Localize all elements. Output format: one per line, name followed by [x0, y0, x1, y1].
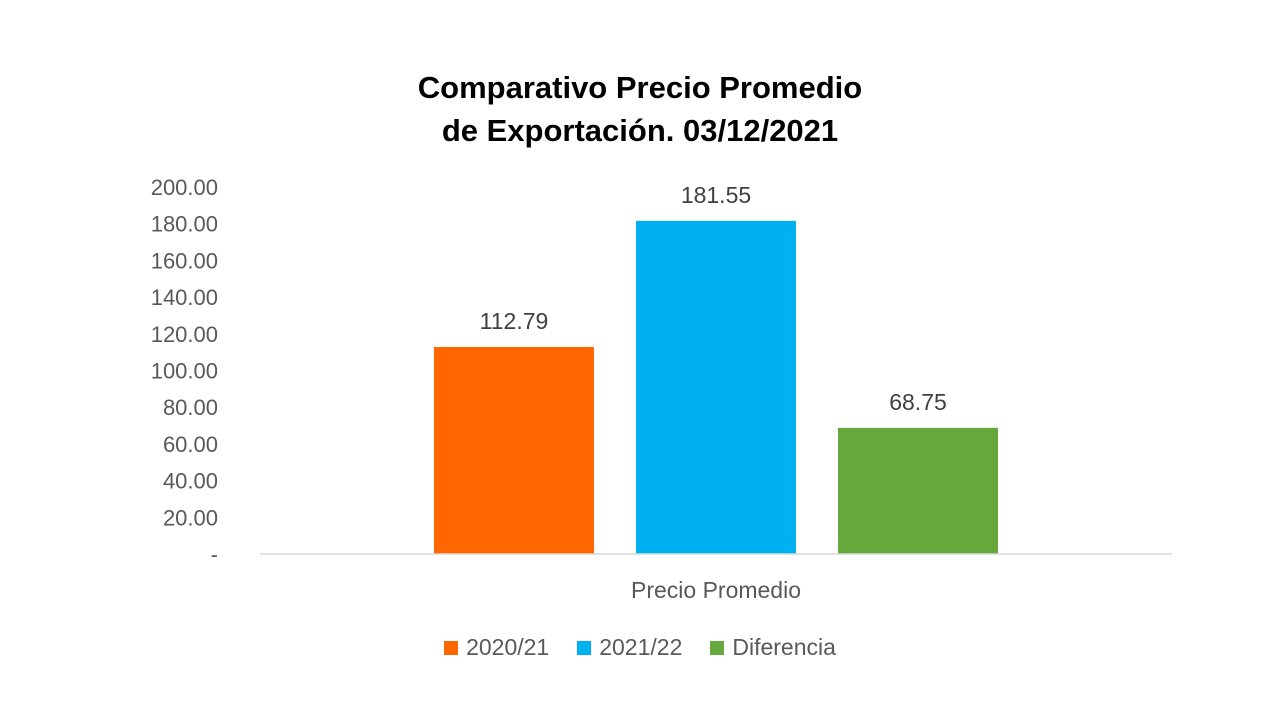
y-tick-label: 20.00	[163, 505, 218, 530]
chart-title-line-2: de Exportación. 03/12/2021	[441, 113, 839, 148]
y-tick-label: -	[211, 542, 218, 567]
bar-2020-21	[434, 347, 594, 554]
legend-swatch-2021-22	[577, 640, 592, 655]
data-label: 68.75	[889, 389, 947, 415]
chart-title: Comparativo Precio Promedio de Exportaci…	[0, 66, 1280, 152]
y-axis: - 20.00 40.00 60.00 80.00 100.00 120.00 140.00 1…	[151, 175, 218, 567]
legend-label-diferencia: Diferencia	[732, 634, 836, 660]
bar-2021-22	[636, 220, 796, 554]
data-label: 181.55	[681, 182, 751, 208]
y-tick-label: 100.00	[151, 359, 218, 384]
legend-item-2020-21: 2020/21	[444, 634, 549, 661]
y-tick-label: 180.00	[151, 212, 218, 237]
legend: 2020/21 2021/22 Diferencia	[0, 634, 1280, 661]
legend-label-2021-22: 2021/22	[599, 634, 683, 660]
legend-item-diferencia: Diferencia	[710, 634, 836, 661]
y-tick-label: 120.00	[151, 322, 218, 347]
y-tick-label: 60.00	[163, 432, 218, 457]
bars-group: 112.79 181.55 68.75	[434, 182, 998, 554]
chart-title-line-1: Comparativo Precio Promedio	[417, 70, 863, 105]
legend-swatch-diferencia	[710, 640, 725, 655]
legend-label-2020-21: 2020/21	[466, 634, 550, 660]
legend-item-2021-22: 2021/22	[577, 634, 682, 661]
y-tick-label: 200.00	[151, 175, 218, 200]
category-label: Precio Promedio	[631, 577, 801, 603]
y-tick-label: 80.00	[163, 395, 218, 420]
data-label: 112.79	[480, 308, 549, 334]
y-tick-label: 140.00	[151, 285, 218, 310]
y-tick-label: 40.00	[163, 469, 218, 494]
legend-swatch-2020-21	[444, 640, 459, 655]
bar-diferencia	[838, 427, 998, 554]
y-tick-label: 160.00	[151, 248, 218, 273]
